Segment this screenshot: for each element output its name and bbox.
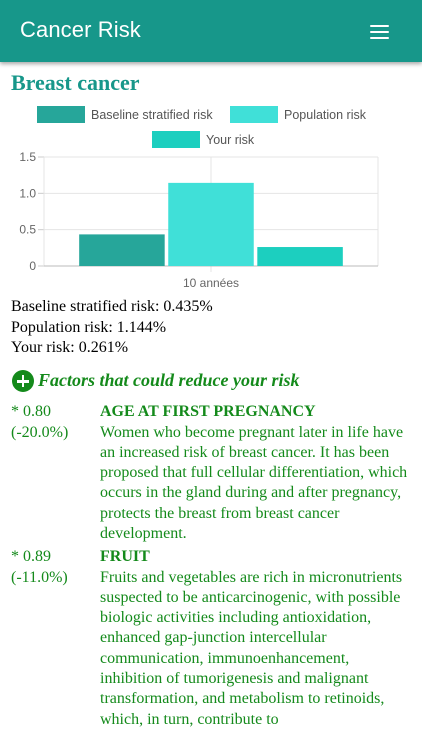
- y-tick-label: 0.5: [19, 223, 36, 237]
- y-tick-label: 1.0: [19, 186, 36, 200]
- factor-name: FRUIT: [100, 548, 150, 565]
- factor-value: * 0.89 (-11.0%): [11, 548, 68, 586]
- factors-title: Factors that could reduce your risk: [38, 370, 300, 390]
- bar-population: [168, 182, 254, 266]
- legend-label: Baseline stratified risk: [91, 108, 213, 122]
- factor-description: Fruits and vegetables are rich in micron…: [100, 568, 403, 728]
- legend-label: Your risk: [206, 133, 255, 147]
- plus-circle-icon: [12, 370, 34, 392]
- x-tick-label: 10 années: [183, 276, 239, 290]
- risk-line-population: Population risk: 1.144%: [11, 318, 167, 336]
- legend-swatch: [230, 106, 278, 123]
- cancer-type-title: Breast cancer: [11, 70, 140, 95]
- legend-swatch: [152, 131, 200, 148]
- risk-bar-chart: Baseline stratified risk Population risk Y…: [19, 106, 379, 290]
- risk-line-baseline: Baseline stratified risk: 0.435%: [11, 298, 213, 315]
- factor-name: AGE AT FIRST PREGNANCY: [100, 403, 316, 420]
- chart-legend: Baseline stratified risk Population risk Y…: [37, 106, 367, 148]
- legend-swatch: [37, 106, 85, 123]
- app-bar: Cancer Risk: [0, 0, 422, 62]
- risk-line-yours: Your risk: 0.261%: [11, 339, 129, 356]
- factor-description: Women who become pregnant later in life …: [100, 423, 408, 542]
- legend-label: Population risk: [284, 108, 367, 122]
- hamburger-menu-icon[interactable]: [362, 18, 398, 46]
- factor-value: * 0.80 (-20.0%): [11, 403, 69, 441]
- chart-bars: [79, 182, 343, 266]
- risk-summary: Baseline stratified risk: 0.435% Populat…: [11, 297, 213, 359]
- app-title: Cancer Risk: [20, 17, 141, 42]
- y-tick-label: 0: [29, 259, 36, 273]
- bar-yours: [257, 247, 343, 266]
- bar-baseline: [79, 234, 165, 266]
- y-tick-label: 1.5: [19, 150, 36, 164]
